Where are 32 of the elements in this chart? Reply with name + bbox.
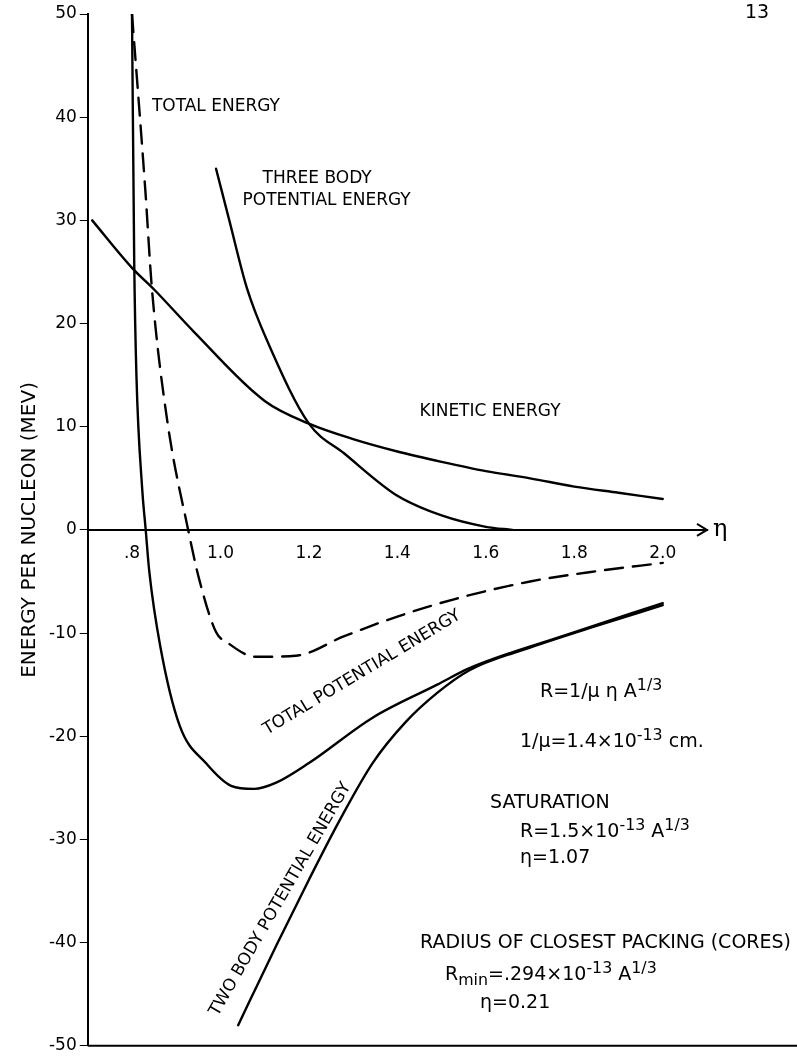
text: 13 [745,0,770,22]
x-tick-label: .8 [123,541,141,562]
y-tick-label: 0 [65,518,77,539]
annotation: η=0.21 [480,990,551,1012]
y-tick-label: 10 [55,415,77,436]
x-axis-title: η [713,514,728,543]
series-label: THREE BODY POTENTIAL ENERGY [242,166,412,209]
y-tick-label: -20 [48,724,77,745]
annotation: R=1/μ η A$^{1/3}$ [540,675,663,702]
y-tick-label: 30 [55,208,77,229]
series-label: TOTAL ENERGY [150,95,281,116]
text: KINETIC ENERGY [419,399,562,420]
y-tick-label: -50 [48,1034,77,1055]
y-tick-label: 50 [55,2,77,23]
y-tick-label: 20 [55,311,77,332]
y-tick-label: -30 [48,827,77,848]
x-tick-label: 1.4 [383,541,411,562]
y-axis-title: ENERGY PER NUCLEON (MEV) [16,382,41,678]
annotation: SATURATION [490,790,610,812]
annotation: RADIUS OF CLOSEST PACKING (CORES) [420,930,792,952]
x-tick-label: 1.0 [206,541,234,562]
x-tick-label: 1.8 [560,541,588,562]
y-tick-label: -10 [48,621,77,642]
x-tick-label: 1.2 [295,541,323,562]
y-tick-label: 40 [55,105,77,126]
x-tick-label: 1.6 [472,541,500,562]
y-tick-label: -40 [48,931,77,952]
annotation: R=1.5×10$^{-13}$ A$^{1/3}$ [520,815,690,842]
annotation: R$_{min}$=.294×10$^{-13}$ A$^{1/3}$ [445,958,657,990]
annotation: η=1.07 [520,845,591,867]
x-tick-label: 2.0 [649,541,677,562]
annotation: 1/μ=1.4×10$^{-13}$ cm. [520,725,704,752]
